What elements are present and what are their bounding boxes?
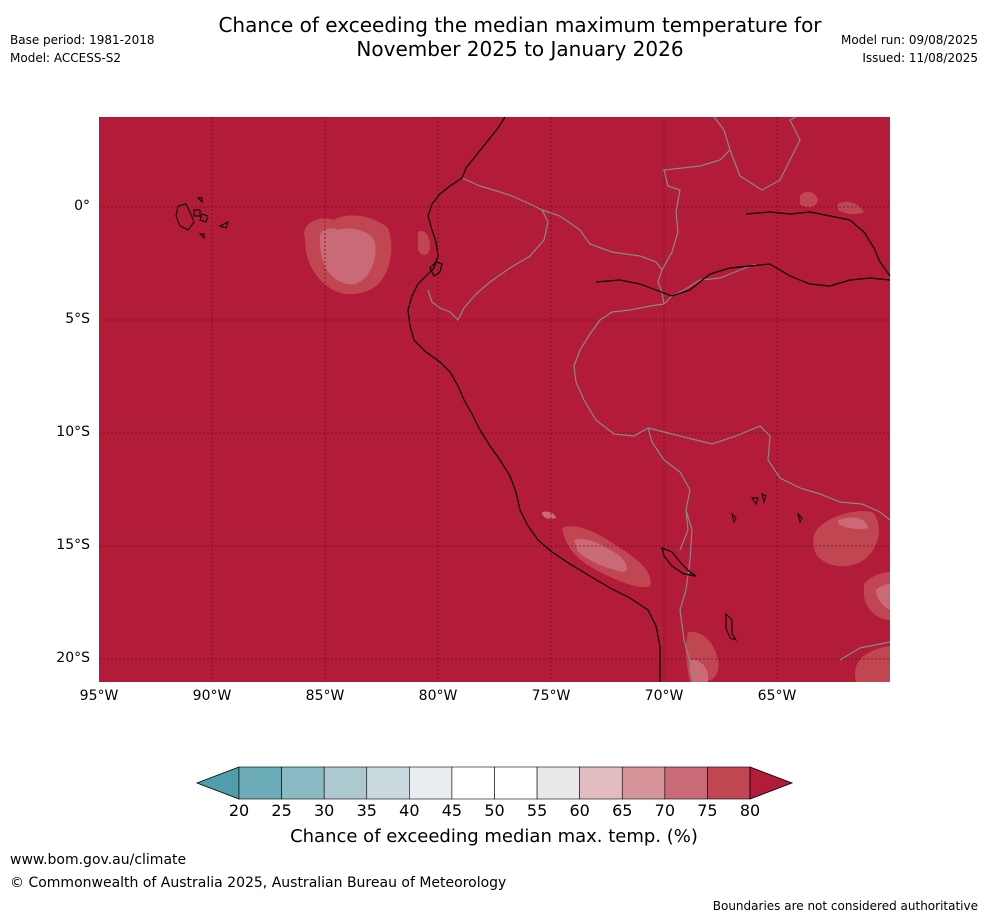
colorbar-tick-label: 25 <box>271 801 292 820</box>
lon-label-75w: 75°W <box>531 688 571 704</box>
issued-text: Issued: 11/08/2025 <box>862 51 978 65</box>
lon-label-95w: 95°W <box>79 688 119 704</box>
lat-label-0: 0° <box>74 198 90 214</box>
colorbar-tick-label: 75 <box>697 801 718 820</box>
colorbar-tick-label: 45 <box>441 801 463 820</box>
footer-copyright: © Commonwealth of Australia 2025, Austra… <box>10 875 507 891</box>
colorbar-tick-label: 20 <box>228 801 250 820</box>
colorbar-tick-label: 30 <box>313 801 335 820</box>
country-borders <box>427 116 891 683</box>
model-run-text: Model run: 09/08/2025 <box>840 33 978 47</box>
footer-disclaimer: Boundaries are not considered authoritat… <box>712 899 978 913</box>
lon-label-80w: 80°W <box>418 688 458 704</box>
colorbar-segment <box>536 766 580 800</box>
lake-titicaca <box>725 493 803 641</box>
lat-label-5s: 5°S <box>65 311 90 327</box>
colorbar-segment <box>579 766 623 800</box>
lon-label-90w: 90°W <box>192 688 232 704</box>
base-period-text: Base period: 1981-2018 <box>10 33 155 47</box>
colorbar-segment <box>621 766 666 800</box>
colorbar-tick-label: 70 <box>654 801 675 820</box>
model-text: Model: ACCESS-S2 <box>10 51 122 65</box>
colorbar-segment <box>366 766 410 800</box>
title-line-1: Chance of exceeding the median maximum t… <box>218 13 822 37</box>
colorbar-tick-label: 50 <box>484 801 505 820</box>
colorbar-label: Chance of exceeding median max. temp. (%… <box>290 826 698 847</box>
colorbar-arrow-high <box>749 766 794 800</box>
colorbar-segment <box>323 766 368 800</box>
colorbar-segment <box>238 766 282 800</box>
lon-label-65w: 65°W <box>757 688 797 704</box>
colorbar-segment <box>409 766 453 800</box>
lat-label-10s: 10°S <box>56 424 90 440</box>
lon-label-85w: 85°W <box>305 688 345 704</box>
colorbar-tick-label: 60 <box>569 801 590 820</box>
lon-label-70w: 70°W <box>644 688 684 704</box>
colorbar-arrow-low <box>195 766 240 800</box>
colorbar-segments <box>195 766 794 800</box>
map-background <box>99 117 890 682</box>
lat-label-20s: 20°S <box>56 650 90 666</box>
colorbar-segment <box>451 766 495 800</box>
coastline <box>407 116 891 682</box>
galapagos-islands <box>175 197 229 240</box>
footer-url: www.bom.gov.au/climate <box>10 852 187 868</box>
lat-label-15s: 15°S <box>56 537 90 553</box>
map-panel <box>99 116 891 683</box>
colorbar-tick-label: 40 <box>399 801 420 820</box>
colorbar-tick-label: 65 <box>612 801 633 820</box>
colorbar-tick-label: 35 <box>356 801 377 820</box>
colorbar-segment <box>281 766 325 800</box>
colorbar-segment <box>707 766 751 800</box>
probability-contours <box>304 191 890 682</box>
colorbar-tick-label: 80 <box>739 801 761 820</box>
colorbar-segment <box>494 766 538 800</box>
colorbar-segment <box>664 766 708 800</box>
colorbar-tick-label: 55 <box>526 801 548 820</box>
title-line-2: November 2025 to January 2026 <box>356 37 684 61</box>
